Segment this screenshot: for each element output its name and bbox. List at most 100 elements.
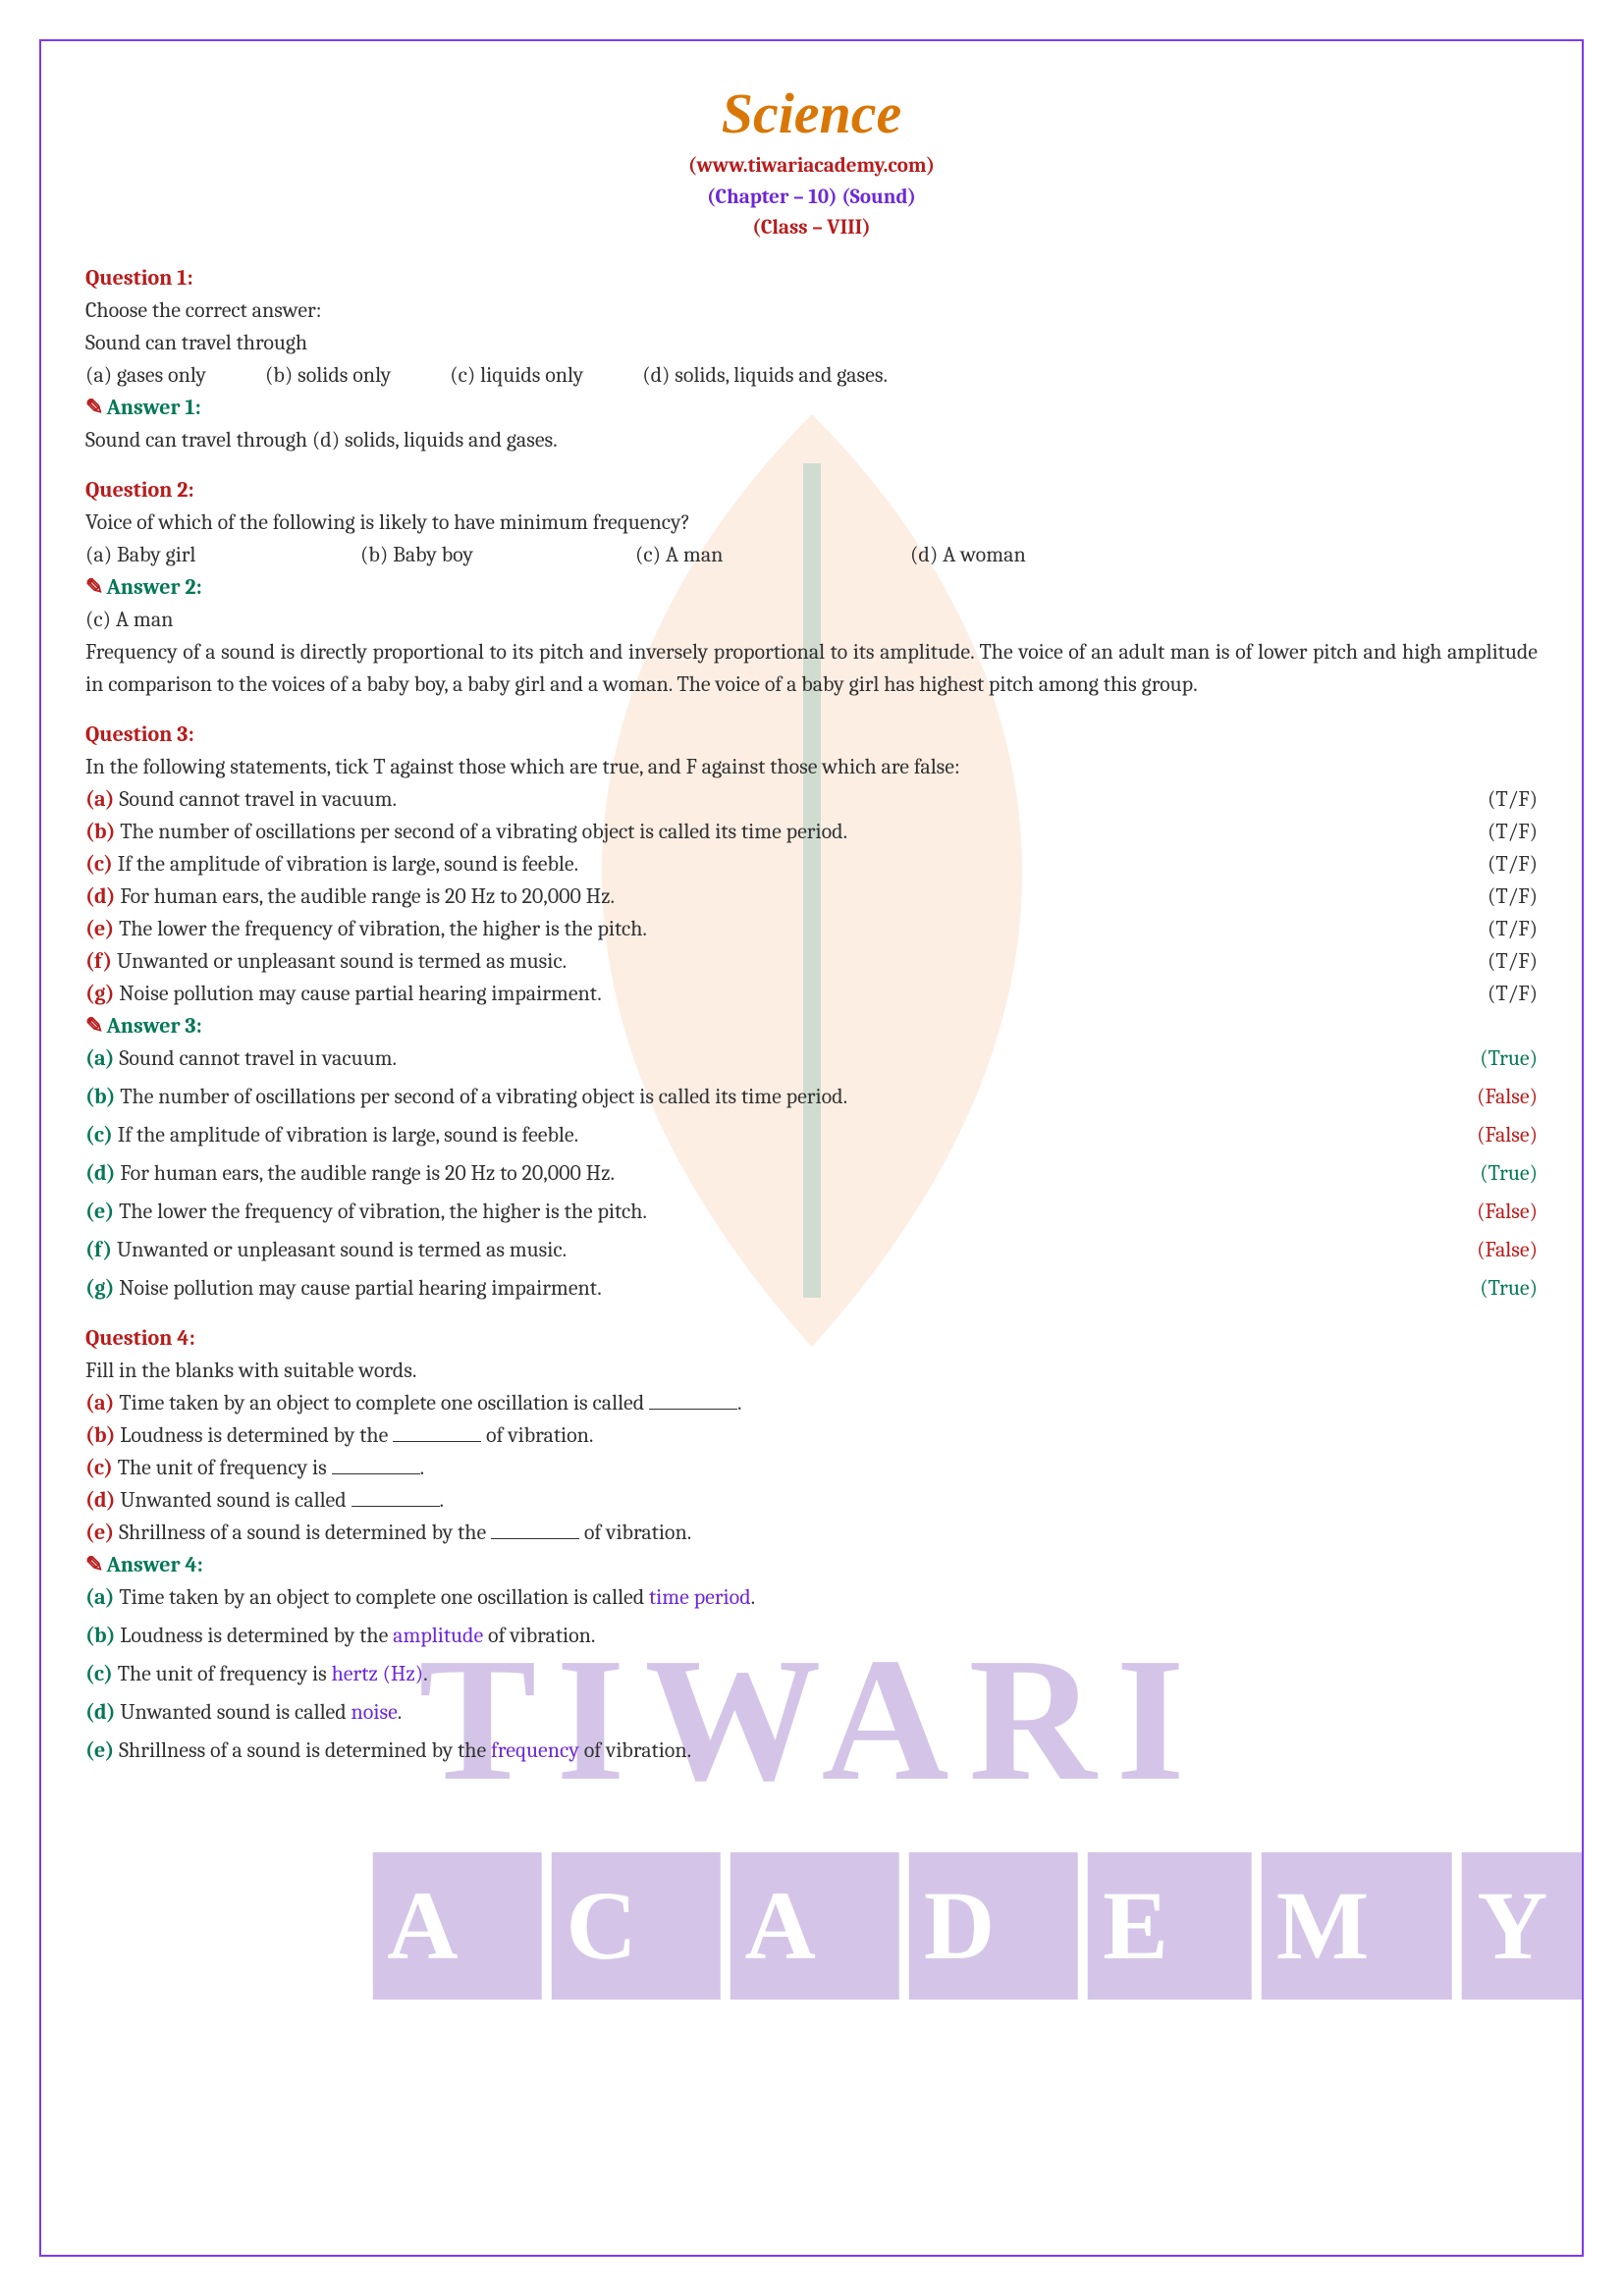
q1-opt-d: (d) solids, liquids and gases. — [642, 359, 888, 392]
fill-ans-row: (e) Shrillness of a sound is determined … — [85, 1735, 1538, 1767]
fill-answer: time period — [649, 1584, 751, 1610]
item-letter: (f) — [85, 948, 112, 974]
pen-icon: ✎ — [85, 1552, 103, 1577]
item-text: Sound cannot travel in vacuum. — [115, 786, 398, 812]
fill-ans-row: (b) Loudness is determined by the amplit… — [85, 1620, 1538, 1652]
q2-ans2: Frequency of a sound is directly proport… — [85, 636, 1538, 701]
q4-label: Question 4: — [85, 1322, 1538, 1355]
tf-answer: (False) — [1477, 1081, 1538, 1113]
tf-row: (f) Unwanted or unpleasant sound is term… — [85, 945, 1538, 978]
tf-answer: (False) — [1477, 1196, 1538, 1228]
q2-opt-c: (c) A man — [635, 539, 851, 571]
item-letter: (b) — [85, 1422, 115, 1448]
q1-opt-a: (a) gases only — [85, 359, 206, 392]
item-letter: (e) — [85, 1520, 114, 1545]
q3-stem: In the following statements, tick T agai… — [85, 751, 1538, 783]
fill-ans-row: (d) Unwanted sound is called noise. — [85, 1696, 1538, 1729]
q1-ans-label: ✎Answer 1: — [85, 392, 1538, 424]
tf-marker: (T/F) — [1488, 913, 1538, 945]
item-pre: Loudness is determined by the — [115, 1422, 393, 1448]
tf-answer: (True) — [1480, 1042, 1538, 1075]
tf-marker: (T/F) — [1488, 848, 1538, 881]
blank — [393, 1441, 481, 1442]
item-pre: Time taken by an object to complete one … — [115, 1390, 650, 1415]
tf-ans-row: (d) For human ears, the audible range is… — [85, 1157, 1538, 1190]
q2-ans-label: ✎Answer 2: — [85, 571, 1538, 604]
q4-items: (a) Time taken by an object to complete … — [85, 1387, 1538, 1549]
item-letter: (b) — [85, 819, 115, 844]
fill-row: (e) Shrillness of a sound is determined … — [85, 1517, 1538, 1549]
q1-ans: Sound can travel through (d) solids, liq… — [85, 424, 1538, 456]
tf-row: (a) Sound cannot travel in vacuum.(T/F) — [85, 783, 1538, 816]
tf-ans-row: (e) The lower the frequency of vibration… — [85, 1196, 1538, 1228]
item-letter: (b) — [85, 1623, 115, 1648]
q2-ans1: (c) A man — [85, 604, 1538, 636]
q1-stem: Sound can travel through — [85, 327, 1538, 359]
q1-opt-c: (c) liquids only — [450, 359, 583, 392]
tf-row: (b) The number of oscillations per secon… — [85, 816, 1538, 848]
q4-ans-label: ✎Answer 4: — [85, 1549, 1538, 1581]
item-text: The number of oscillations per second of… — [115, 1084, 847, 1109]
item-pre: Shrillness of a sound is determined by t… — [114, 1520, 491, 1545]
item-letter: (f) — [85, 1237, 112, 1262]
item-text: The lower the frequency of vibration, th… — [114, 1199, 647, 1224]
fill-answer: amplitude — [393, 1623, 483, 1648]
item-text: For human ears, the audible range is 20 … — [116, 883, 616, 909]
item-letter: (c) — [85, 1122, 113, 1148]
item-letter: (c) — [85, 1661, 113, 1686]
fill-row: (b) Loudness is determined by the of vib… — [85, 1419, 1538, 1452]
q3-answers: (a) Sound cannot travel in vacuum.(True)… — [85, 1042, 1538, 1305]
item-pre: Loudness is determined by the — [115, 1623, 393, 1648]
item-pre: Time taken by an object to complete one … — [115, 1584, 650, 1610]
pen-icon: ✎ — [85, 395, 103, 420]
item-text: Unwanted or unpleasant sound is termed a… — [112, 948, 567, 974]
item-letter: (e) — [85, 1199, 114, 1224]
tf-ans-row: (g) Noise pollution may cause partial he… — [85, 1272, 1538, 1305]
item-text: If the amplitude of vibration is large, … — [113, 851, 578, 877]
fill-answer: noise — [352, 1699, 398, 1725]
item-post: . — [737, 1390, 742, 1415]
tf-row: (d) For human ears, the audible range is… — [85, 881, 1538, 913]
tf-ans-row: (c) If the amplitude of vibration is lar… — [85, 1119, 1538, 1151]
item-letter: (a) — [85, 1584, 115, 1610]
fill-ans-row: (a) Time taken by an object to complete … — [85, 1581, 1538, 1614]
item-letter: (a) — [85, 1045, 115, 1071]
tf-answer: (False) — [1477, 1234, 1538, 1266]
blank — [352, 1506, 440, 1507]
fill-row: (d) Unwanted sound is called . — [85, 1484, 1538, 1517]
site-url: (www.tiwariacademy.com) — [85, 151, 1538, 183]
q2-label: Question 2: — [85, 474, 1538, 507]
q4-stem: Fill in the blanks with suitable words. — [85, 1355, 1538, 1387]
item-text: Noise pollution may cause partial hearin… — [114, 1275, 601, 1301]
tf-ans-row: (b) The number of oscillations per secon… — [85, 1081, 1538, 1113]
tf-ans-row: (f) Unwanted or unpleasant sound is term… — [85, 1234, 1538, 1266]
item-post: of vibration. — [481, 1422, 593, 1448]
item-text: The lower the frequency of vibration, th… — [114, 916, 647, 941]
tf-answer: (False) — [1477, 1119, 1538, 1151]
q2-options: (a) Baby girl (b) Baby boy (c) A man (d)… — [85, 539, 1538, 571]
tf-marker: (T/F) — [1488, 783, 1538, 816]
q3-label: Question 3: — [85, 719, 1538, 751]
q1-opt-b: (b) solids only — [265, 359, 391, 392]
item-letter: (g) — [85, 1275, 114, 1301]
fill-answer: hertz (Hz) — [332, 1661, 424, 1686]
q1-options: (a) gases only (b) solids only (c) liqui… — [85, 359, 1538, 392]
q3-ans-label: ✎Answer 3: — [85, 1010, 1538, 1042]
item-post: . — [423, 1661, 428, 1686]
q3-items: (a) Sound cannot travel in vacuum.(T/F)(… — [85, 783, 1538, 1010]
item-pre: The unit of frequency is — [113, 1661, 332, 1686]
tf-row: (g) Noise pollution may cause partial he… — [85, 978, 1538, 1010]
item-pre: Shrillness of a sound is determined by t… — [114, 1737, 491, 1763]
item-pre: Unwanted sound is called — [116, 1487, 352, 1513]
q2-stem: Voice of which of the following is likel… — [85, 507, 1538, 539]
class-label: (Class – VIII) — [85, 213, 1538, 244]
q2-opt-b: (b) Baby boy — [360, 539, 576, 571]
q1-prompt: Choose the correct answer: — [85, 294, 1538, 327]
item-text: The number of oscillations per second of… — [115, 819, 847, 844]
tf-answer: (True) — [1480, 1272, 1538, 1305]
item-letter: (g) — [85, 981, 114, 1006]
q2-opt-a: (a) Baby girl — [85, 539, 301, 571]
item-letter: (c) — [85, 1455, 113, 1480]
blank — [332, 1473, 420, 1474]
blank — [649, 1409, 737, 1410]
